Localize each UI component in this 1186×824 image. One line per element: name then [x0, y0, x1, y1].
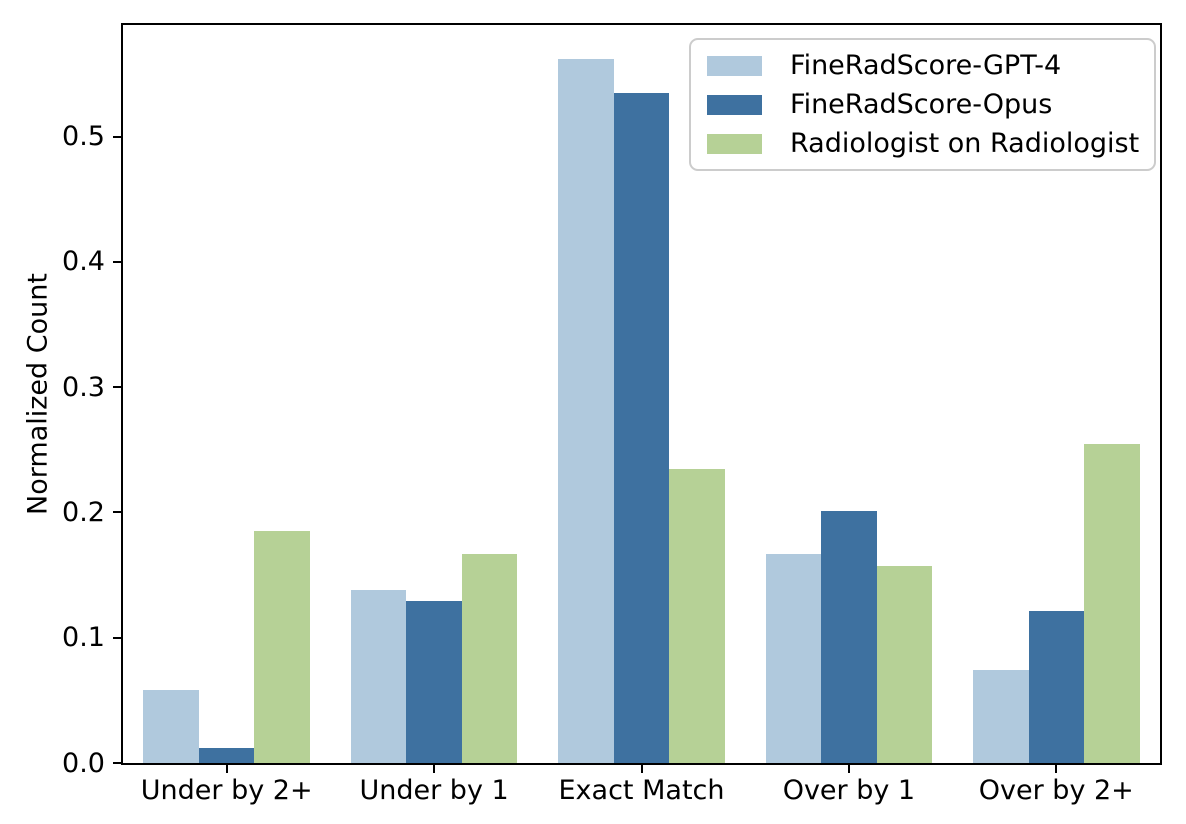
y-tick-label: 0.4 — [62, 246, 105, 278]
x-tick-label: Over by 2+ — [978, 775, 1134, 806]
bar-radiologist-on-radiologist-under-by-1 — [461, 553, 518, 763]
legend-row: FineRadScore-Opus — [707, 88, 1138, 120]
x-tick-label: Under by 2+ — [140, 775, 313, 806]
bar-radiologist-on-radiologist-exact-match — [669, 468, 725, 763]
bar-fineradscore-gpt-4-under-by-1 — [350, 590, 407, 763]
bar-radiologist-on-radiologist-over-by-2- — [1084, 443, 1140, 763]
y-tick-mark — [113, 762, 121, 764]
y-tick-mark — [113, 135, 121, 138]
plot-area: FineRadScore-GPT-4 FineRadScore-Opus Radio… — [121, 23, 1162, 765]
bar-fineradscore-gpt-4-over-by-1 — [765, 553, 822, 763]
x-tick-label: Under by 1 — [359, 775, 509, 806]
legend: FineRadScore-GPT-4 FineRadScore-Opus Radio… — [689, 38, 1156, 171]
bar-fineradscore-gpt-4-under-by-2- — [143, 690, 199, 763]
legend-row: Radiologist on Radiologist — [707, 127, 1140, 159]
x-tick-mark — [225, 765, 228, 773]
y-tick-label: 0.1 — [62, 622, 105, 654]
x-tick-mark — [640, 765, 643, 773]
x-tick-mark — [847, 765, 850, 773]
legend-swatch-icon — [707, 94, 762, 115]
bar-fineradscore-opus-exact-match — [613, 92, 670, 763]
y-tick-mark — [113, 260, 121, 263]
bar-fineradscore-gpt-4-over-by-2- — [973, 670, 1029, 763]
bar-fineradscore-gpt-4-exact-match — [558, 58, 614, 763]
y-tick-label: 0.0 — [62, 747, 105, 779]
y-tick-mark — [113, 511, 121, 514]
legend-row: FineRadScore-GPT-4 — [707, 49, 1138, 81]
legend-label: Radiologist on Radiologist — [790, 127, 1140, 159]
y-tick-mark — [113, 386, 121, 389]
x-tick-mark — [1055, 765, 1058, 773]
y-tick-mark — [113, 636, 121, 639]
legend-swatch-icon — [707, 55, 762, 76]
bar-fineradscore-opus-over-by-2- — [1028, 611, 1085, 763]
x-tick-label: Exact Match — [558, 775, 725, 806]
bar-fineradscore-opus-under-by-2- — [198, 747, 255, 763]
bar-radiologist-on-radiologist-over-by-1 — [876, 566, 933, 763]
bar-fineradscore-opus-over-by-1 — [821, 511, 877, 763]
y-tick-label: 0.3 — [62, 371, 105, 403]
bar-radiologist-on-radiologist-under-by-2- — [254, 531, 310, 763]
y-tick-label: 0.2 — [62, 496, 105, 528]
x-tick-mark — [433, 765, 436, 773]
x-tick-label: Over by 1 — [782, 775, 916, 806]
legend-label: FineRadScore-GPT-4 — [790, 49, 1062, 81]
legend-swatch-icon — [707, 133, 762, 154]
legend-label: FineRadScore-Opus — [790, 88, 1053, 120]
y-tick-label: 0.5 — [62, 121, 105, 152]
bar-fineradscore-opus-under-by-1 — [406, 601, 462, 763]
